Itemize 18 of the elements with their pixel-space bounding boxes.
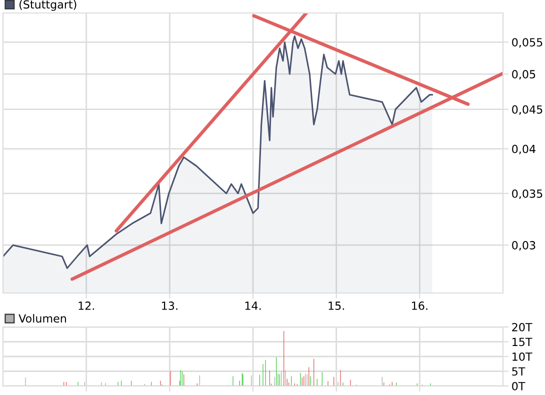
y-tick-label: 0,045	[512, 105, 542, 115]
x-tick-label: 14.	[245, 302, 261, 310]
x-tick-label: 15.	[328, 302, 344, 310]
y-tick-label: 20T	[512, 322, 532, 332]
x-tick-label: 12.	[78, 302, 94, 310]
y-tick-label: 0,03	[512, 241, 536, 251]
x-tick-label: 16.	[412, 302, 428, 310]
legend-label: (Stuttgart)	[20, 0, 76, 11]
legend-label: Volumen	[18, 314, 66, 323]
y-tick-label: 0T	[512, 382, 526, 390]
y-tick-label: 0,04	[512, 144, 536, 154]
x-tick-label: 13.	[162, 302, 178, 310]
y-tick-label: 15T	[512, 338, 532, 346]
y-tick-label: 10T	[512, 352, 532, 361]
y-tick-label: 5T	[512, 367, 526, 376]
y-tick-label: 0,055	[512, 38, 542, 48]
y-tick-label: 0,035	[512, 189, 542, 199]
y-tick-label: 0,05	[512, 70, 536, 80]
